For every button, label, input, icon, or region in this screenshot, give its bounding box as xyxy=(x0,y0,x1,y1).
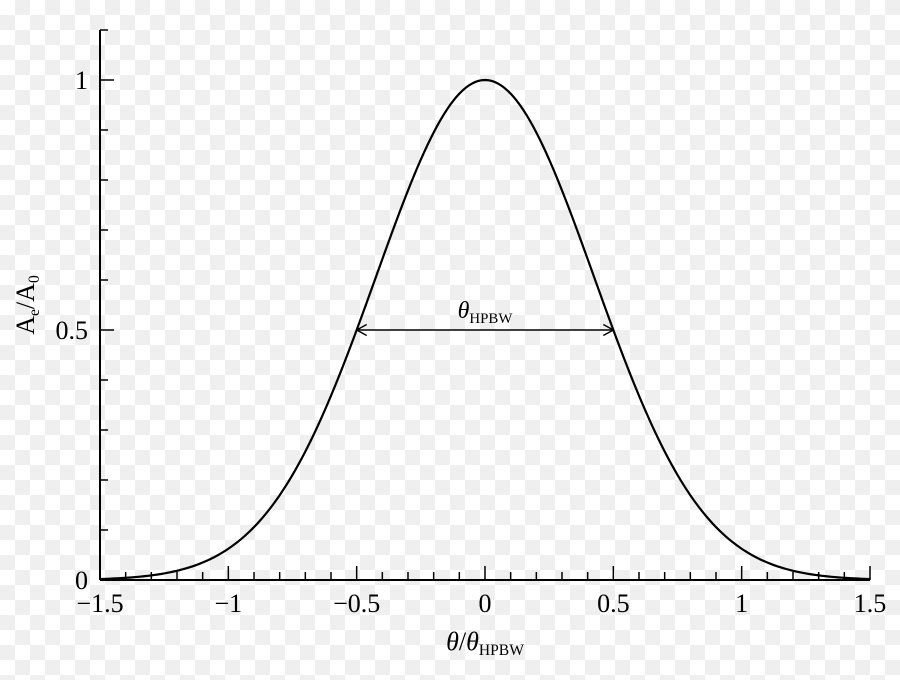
x-tick-label: −0.5 xyxy=(333,589,380,618)
y-tick-label: 0.5 xyxy=(56,316,89,345)
beam-pattern-chart: −1.5−1−0.500.511.500.51θHPBWθ/θHPBWAe/A0 xyxy=(0,0,900,680)
y-tick-label: 1 xyxy=(75,66,88,95)
x-axis-label: θ/θHPBW xyxy=(446,627,524,659)
x-tick-label: 0 xyxy=(479,589,492,618)
y-axis-label: Ae/A0 xyxy=(11,275,43,335)
y-tick-label: 0 xyxy=(75,566,88,595)
hpbw-label: θHPBW xyxy=(458,298,514,327)
x-tick-label: −1 xyxy=(214,589,242,618)
x-tick-label: 0.5 xyxy=(597,589,630,618)
x-tick-label: 1 xyxy=(735,589,748,618)
x-tick-label: 1.5 xyxy=(854,589,887,618)
